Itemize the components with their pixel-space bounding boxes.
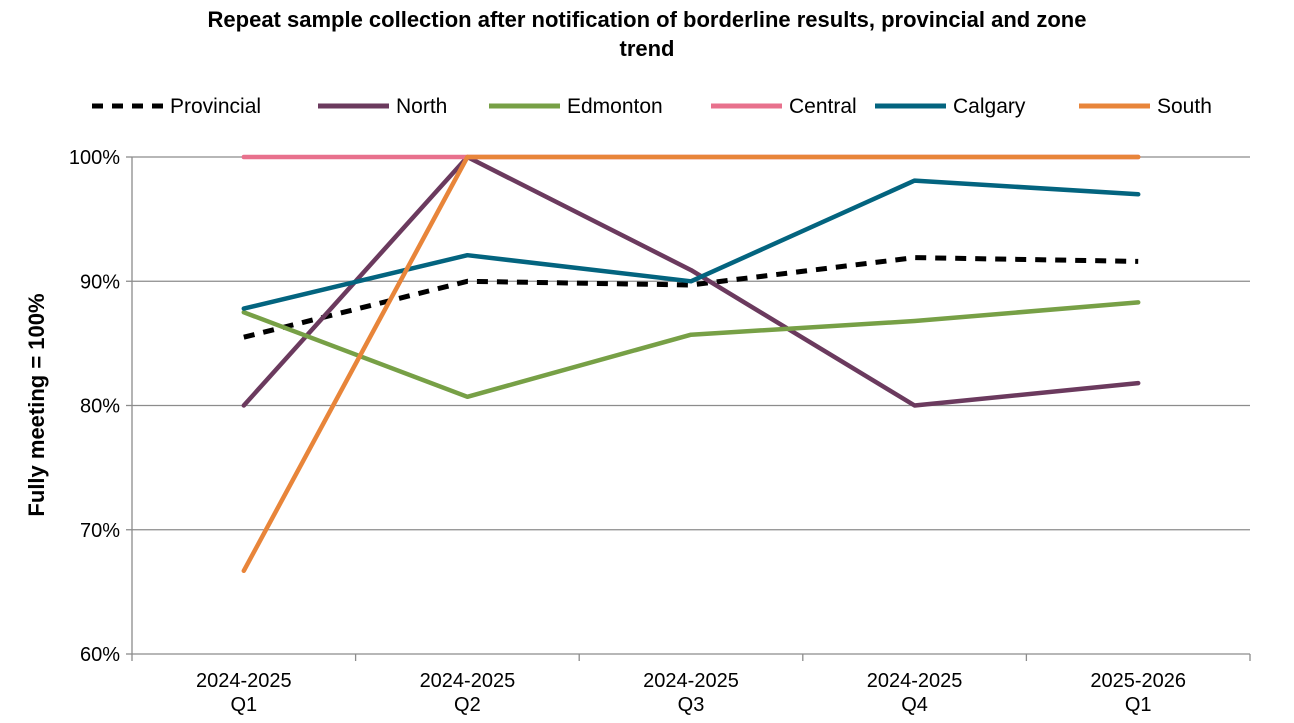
legend-label: South bbox=[1157, 95, 1212, 118]
legend-label: North bbox=[396, 95, 447, 118]
chart-title: Repeat sample collection after notificat… bbox=[207, 7, 1087, 61]
y-tick-label: 100% bbox=[69, 147, 120, 169]
y-tick-label: 90% bbox=[80, 271, 120, 293]
series-line-north bbox=[241, 154, 1141, 408]
x-tick-label: 2025-2026 Q1 bbox=[1090, 670, 1186, 716]
series-line-calgary bbox=[241, 178, 1141, 311]
legend-item-central[interactable]: Central bbox=[711, 95, 857, 118]
x-tick-label: 2024-2025 Q2 bbox=[420, 670, 516, 716]
legend-label: Provincial bbox=[170, 95, 261, 118]
x-tick-label: 2024-2025 Q1 bbox=[196, 670, 292, 716]
legend-label: Edmonton bbox=[567, 95, 663, 118]
legend-label: Calgary bbox=[953, 95, 1026, 118]
gridlines bbox=[132, 156, 1250, 655]
legend-item-edmonton[interactable]: Edmonton bbox=[489, 95, 663, 118]
y-tick-label: 70% bbox=[80, 520, 120, 542]
y-axis-title: Fully meeting = 100% bbox=[24, 293, 49, 516]
y-tick-label: 60% bbox=[80, 644, 120, 666]
legend-item-provincial[interactable]: Provincial bbox=[92, 95, 261, 118]
legend-label: Central bbox=[789, 95, 857, 118]
series-lines bbox=[241, 154, 1141, 574]
axes: 60% 70% 80% 90% 100% 2024-2025 Q1 2024-2025 Q2 20… bbox=[69, 147, 1251, 716]
legend-item-south[interactable]: South bbox=[1079, 95, 1212, 118]
legend-item-calgary[interactable]: Calgary bbox=[875, 95, 1026, 118]
series-line-edmonton bbox=[241, 300, 1141, 400]
series-line-south bbox=[241, 154, 1141, 574]
legend-item-north[interactable]: North bbox=[318, 95, 447, 118]
x-tick-label: 2024-2025 Q3 bbox=[643, 670, 739, 716]
y-tick-label: 80% bbox=[80, 396, 120, 418]
legend[interactable]: Provincial North Edmonton Central Calgary Sou… bbox=[92, 95, 1212, 118]
x-tick-label: 2024-2025 Q4 bbox=[867, 670, 963, 716]
